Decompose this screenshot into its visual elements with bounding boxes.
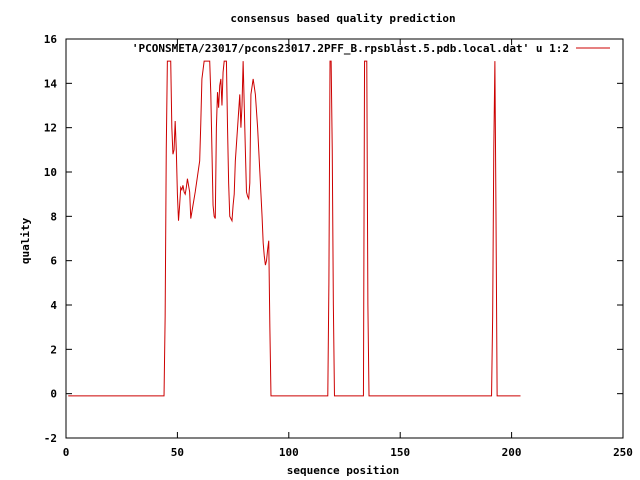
x-tick-label: 0 [63, 446, 70, 459]
x-tick-label: 150 [390, 446, 410, 459]
x-tick-label: 200 [502, 446, 522, 459]
axis-ticks [65, 38, 624, 439]
x-tick-label: 250 [613, 446, 633, 459]
series-line [68, 60, 521, 397]
x-axis-label: sequence position [287, 464, 400, 477]
y-tick-label: 2 [50, 343, 57, 356]
y-tick-label: 8 [50, 210, 57, 223]
x-tick-label: 100 [279, 446, 299, 459]
legend: 'PCONSMETA/23017/pcons23017.2PFF_B.rpsbl… [132, 42, 610, 55]
y-tick-label: 6 [50, 255, 57, 268]
y-tick-label: 0 [50, 388, 57, 401]
chart-title: consensus based quality prediction [230, 12, 455, 25]
series-layer [68, 60, 521, 397]
y-tick-label: -2 [44, 432, 57, 445]
y-tick-label: 12 [44, 122, 57, 135]
y-tick-label: 16 [44, 33, 58, 46]
axis-tick-labels: 0 50 100 150 200 250 -2 0 2 4 6 8 10 12 14 16 [44, 33, 633, 459]
y-tick-label: 4 [50, 299, 57, 312]
y-tick-label: 10 [44, 166, 57, 179]
plot-frame [65, 38, 624, 439]
y-axis-label: quality [19, 217, 32, 264]
y-tick-label: 14 [44, 77, 58, 90]
legend-entry-label: 'PCONSMETA/23017/pcons23017.2PFF_B.rpsbl… [132, 42, 569, 55]
x-tick-label: 50 [171, 446, 184, 459]
